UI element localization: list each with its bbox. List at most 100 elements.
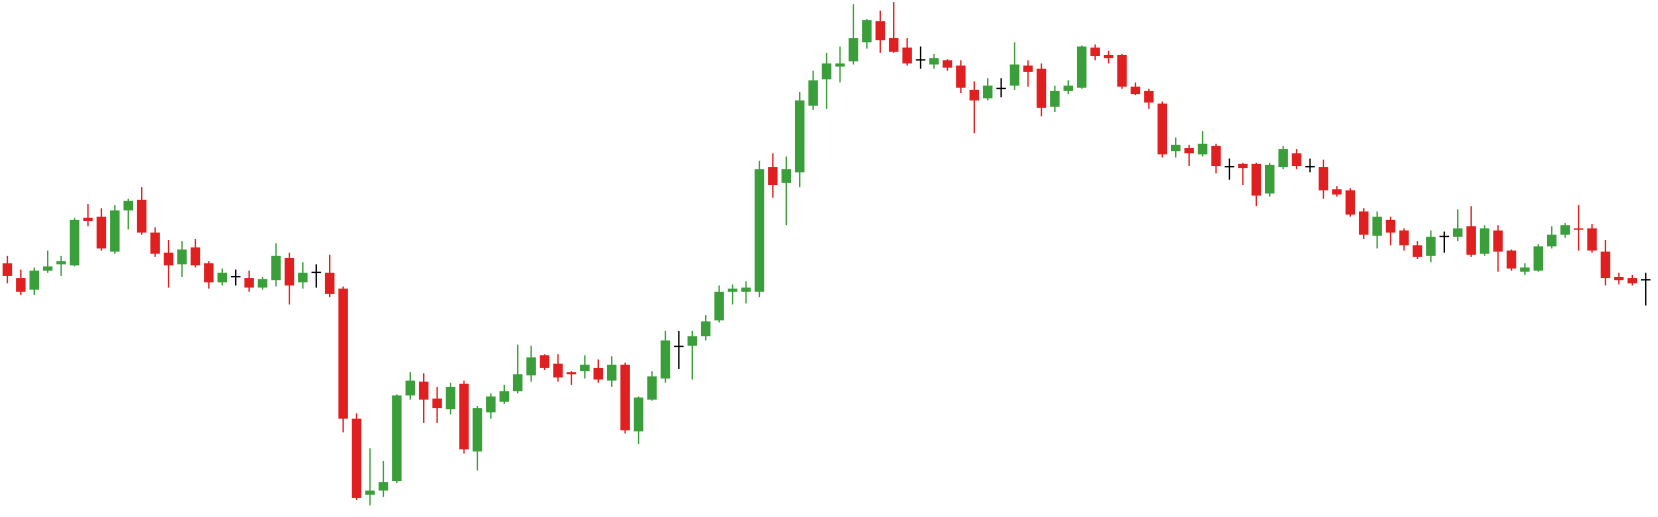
candle-body — [1412, 245, 1423, 257]
candle-body — [768, 167, 778, 186]
candle-body — [1318, 167, 1329, 191]
candle-body — [204, 263, 214, 283]
candle-body — [1587, 228, 1597, 251]
candle-body — [459, 383, 469, 450]
candle-body — [1264, 164, 1275, 194]
candle-body — [432, 398, 442, 409]
candle-body — [727, 288, 738, 292]
candle-body — [969, 89, 980, 101]
candle-body — [754, 169, 765, 292]
candle-body — [1251, 163, 1262, 196]
candle-body — [271, 255, 281, 281]
candle-body — [580, 364, 590, 372]
candle-body — [96, 216, 107, 249]
candle-body — [1466, 226, 1476, 255]
candle-body — [996, 87, 1006, 90]
candle-body — [1372, 216, 1382, 236]
candle-body — [1157, 103, 1168, 155]
candle-body — [1506, 250, 1517, 269]
candle-body — [526, 357, 536, 376]
candle-body — [700, 321, 711, 337]
candle-body — [915, 59, 926, 61]
candle-body — [566, 372, 577, 375]
candle-body — [956, 65, 966, 88]
candle-body — [714, 291, 724, 321]
candle-body — [324, 272, 335, 294]
candle-body — [512, 374, 523, 392]
candle-body — [69, 219, 80, 266]
candle-body — [1009, 64, 1020, 86]
candle-body — [929, 58, 939, 65]
candle-body — [620, 364, 630, 431]
candle-body — [445, 386, 456, 410]
candle-body — [1130, 86, 1141, 95]
candle-body — [29, 270, 40, 290]
candle-body — [257, 279, 268, 288]
candle-body — [660, 340, 671, 379]
candle-body — [593, 367, 604, 380]
candle-body — [190, 247, 201, 266]
candle-body — [1452, 228, 1463, 237]
candle-body — [378, 482, 389, 491]
candle-body — [902, 47, 912, 64]
candle-body — [1036, 68, 1047, 108]
candle-body — [1573, 228, 1584, 230]
candle-body — [311, 271, 322, 274]
candle-body — [1479, 228, 1490, 254]
candle-body — [1090, 47, 1100, 57]
candle-body — [1332, 189, 1342, 195]
candle-body — [835, 63, 845, 67]
candle-body — [1197, 143, 1208, 155]
candle-body — [284, 257, 295, 286]
candle-body — [1291, 153, 1302, 166]
candle-body — [875, 21, 886, 41]
candle-body — [136, 199, 147, 233]
candle-body — [741, 287, 751, 292]
candle-body — [1385, 219, 1396, 233]
candle-body — [418, 381, 429, 400]
candle-body — [83, 217, 93, 221]
candle-body — [16, 278, 26, 292]
candle-body — [674, 345, 684, 348]
candle-body — [687, 336, 698, 346]
candle-body — [486, 396, 496, 413]
candle-body — [942, 60, 953, 68]
candle-body — [150, 232, 160, 254]
candle-body — [553, 363, 563, 378]
candle-body — [298, 272, 308, 283]
candle-body — [647, 376, 657, 400]
candle-body — [781, 169, 792, 183]
candle-body — [1640, 279, 1651, 281]
candle-body — [351, 418, 362, 498]
candle-body — [1614, 277, 1624, 281]
candle-body — [794, 100, 805, 173]
candle-body — [606, 364, 617, 381]
candle-body — [1399, 230, 1409, 246]
candle-body — [499, 391, 510, 402]
candle-body — [1076, 46, 1087, 88]
candle-body — [982, 85, 993, 99]
candle-body — [1211, 145, 1221, 166]
candle-body — [392, 395, 402, 482]
candle-body — [110, 210, 120, 252]
candle-body — [338, 288, 348, 419]
candle-body — [1023, 65, 1033, 72]
candle-body — [862, 20, 872, 43]
candle-body — [633, 397, 644, 432]
candle-body — [123, 200, 134, 211]
candle-body — [42, 266, 53, 271]
candle-body — [1600, 251, 1611, 279]
candle-body — [539, 355, 550, 368]
candle-body — [1063, 85, 1074, 91]
candle-body — [1117, 54, 1127, 87]
candle-body — [1184, 148, 1194, 154]
candle-body — [1170, 144, 1181, 152]
candle-body — [217, 272, 228, 283]
candle-body — [1439, 235, 1450, 238]
candle-body — [1520, 267, 1530, 272]
candle-body — [1546, 234, 1557, 247]
candle-body — [1560, 225, 1570, 235]
candle-body — [56, 261, 66, 265]
candle-body — [821, 63, 832, 80]
